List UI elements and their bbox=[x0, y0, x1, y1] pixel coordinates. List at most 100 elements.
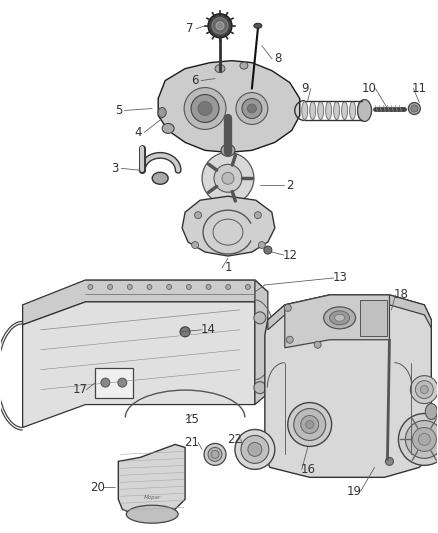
Ellipse shape bbox=[301, 416, 319, 433]
Ellipse shape bbox=[385, 457, 393, 465]
Ellipse shape bbox=[254, 23, 262, 28]
Ellipse shape bbox=[118, 378, 127, 387]
Ellipse shape bbox=[330, 311, 350, 325]
Text: 18: 18 bbox=[394, 288, 409, 301]
Ellipse shape bbox=[214, 164, 242, 192]
Ellipse shape bbox=[248, 442, 262, 456]
Ellipse shape bbox=[413, 427, 436, 451]
Ellipse shape bbox=[204, 443, 226, 465]
Ellipse shape bbox=[264, 246, 272, 254]
Ellipse shape bbox=[420, 385, 428, 393]
Ellipse shape bbox=[254, 312, 266, 324]
Ellipse shape bbox=[191, 241, 198, 248]
Ellipse shape bbox=[335, 314, 345, 321]
Text: 9: 9 bbox=[301, 82, 308, 95]
Ellipse shape bbox=[286, 336, 293, 343]
Text: 14: 14 bbox=[201, 324, 215, 336]
Ellipse shape bbox=[418, 433, 430, 446]
Ellipse shape bbox=[108, 285, 113, 289]
Ellipse shape bbox=[147, 285, 152, 289]
Text: 15: 15 bbox=[185, 413, 200, 426]
Ellipse shape bbox=[294, 409, 326, 440]
Text: 13: 13 bbox=[332, 271, 347, 285]
Text: 20: 20 bbox=[90, 481, 105, 494]
Ellipse shape bbox=[284, 304, 291, 311]
Ellipse shape bbox=[180, 327, 190, 337]
Polygon shape bbox=[23, 280, 268, 325]
Ellipse shape bbox=[222, 172, 234, 184]
Text: 5: 5 bbox=[115, 104, 122, 117]
Ellipse shape bbox=[415, 381, 433, 399]
Ellipse shape bbox=[226, 285, 231, 289]
Ellipse shape bbox=[324, 307, 356, 329]
Ellipse shape bbox=[408, 102, 420, 115]
Ellipse shape bbox=[184, 87, 226, 130]
Ellipse shape bbox=[127, 285, 132, 289]
Ellipse shape bbox=[101, 378, 110, 387]
Text: 6: 6 bbox=[191, 74, 199, 87]
Ellipse shape bbox=[254, 212, 261, 219]
Ellipse shape bbox=[357, 100, 371, 122]
Ellipse shape bbox=[88, 285, 93, 289]
Ellipse shape bbox=[208, 14, 232, 38]
Text: 11: 11 bbox=[412, 82, 427, 95]
Ellipse shape bbox=[162, 124, 174, 133]
Ellipse shape bbox=[198, 101, 212, 116]
Text: 2: 2 bbox=[286, 179, 293, 192]
Polygon shape bbox=[23, 302, 255, 427]
Text: 17: 17 bbox=[73, 383, 88, 396]
Text: 10: 10 bbox=[362, 82, 377, 95]
Ellipse shape bbox=[208, 447, 222, 462]
Ellipse shape bbox=[411, 105, 418, 112]
Polygon shape bbox=[265, 295, 431, 478]
Ellipse shape bbox=[206, 285, 211, 289]
Text: 22: 22 bbox=[227, 433, 243, 446]
Text: Mopar: Mopar bbox=[144, 495, 161, 500]
Ellipse shape bbox=[194, 212, 201, 219]
Ellipse shape bbox=[318, 101, 324, 119]
Polygon shape bbox=[95, 368, 133, 398]
Ellipse shape bbox=[357, 101, 364, 119]
Ellipse shape bbox=[425, 403, 437, 419]
Polygon shape bbox=[285, 295, 389, 348]
Ellipse shape bbox=[306, 421, 314, 429]
Ellipse shape bbox=[342, 101, 348, 119]
Ellipse shape bbox=[216, 22, 224, 30]
Ellipse shape bbox=[247, 104, 256, 113]
Text: 21: 21 bbox=[184, 436, 200, 449]
Text: 8: 8 bbox=[274, 52, 282, 65]
Ellipse shape bbox=[288, 402, 332, 447]
Polygon shape bbox=[118, 445, 185, 517]
Ellipse shape bbox=[186, 285, 191, 289]
Ellipse shape bbox=[406, 421, 438, 458]
Ellipse shape bbox=[152, 172, 168, 184]
Text: 4: 4 bbox=[134, 126, 142, 139]
Polygon shape bbox=[158, 61, 300, 152]
Ellipse shape bbox=[410, 376, 438, 403]
Ellipse shape bbox=[254, 382, 266, 393]
Ellipse shape bbox=[302, 101, 308, 119]
Ellipse shape bbox=[334, 101, 339, 119]
Ellipse shape bbox=[399, 414, 438, 465]
Ellipse shape bbox=[242, 99, 262, 118]
Ellipse shape bbox=[240, 62, 248, 69]
Text: 19: 19 bbox=[347, 485, 362, 498]
Ellipse shape bbox=[258, 241, 265, 248]
Text: 16: 16 bbox=[300, 463, 315, 476]
Ellipse shape bbox=[211, 450, 219, 458]
Polygon shape bbox=[255, 280, 268, 405]
Ellipse shape bbox=[215, 64, 225, 72]
Ellipse shape bbox=[235, 430, 275, 470]
Ellipse shape bbox=[314, 341, 321, 348]
Ellipse shape bbox=[236, 93, 268, 124]
Ellipse shape bbox=[241, 435, 269, 463]
Ellipse shape bbox=[326, 101, 332, 119]
Text: 3: 3 bbox=[112, 162, 119, 175]
Ellipse shape bbox=[126, 505, 178, 523]
Ellipse shape bbox=[202, 152, 254, 204]
Ellipse shape bbox=[158, 108, 166, 117]
Polygon shape bbox=[360, 300, 388, 336]
Text: 7: 7 bbox=[186, 22, 194, 35]
Ellipse shape bbox=[245, 285, 251, 289]
Ellipse shape bbox=[212, 18, 228, 34]
